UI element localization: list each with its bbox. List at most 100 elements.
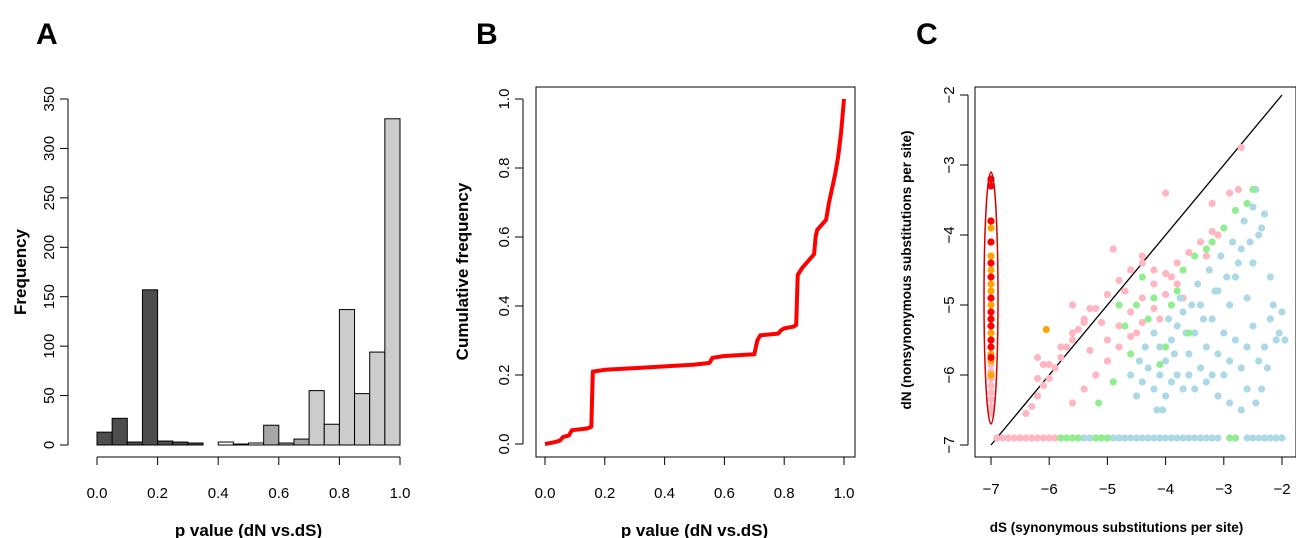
scatter-point (987, 343, 995, 351)
histogram-bar (248, 442, 265, 446)
scatter-point (1138, 318, 1146, 327)
scatter-point (1243, 199, 1251, 208)
histogram-bar (111, 417, 128, 446)
scatter-point (1243, 434, 1251, 442)
scatter-point (1159, 406, 1167, 414)
scatter-point (1243, 294, 1251, 302)
scatter-point (1211, 287, 1219, 295)
histogram-bar (96, 431, 113, 446)
scatter-point (1080, 385, 1088, 393)
scatter-point (1202, 245, 1210, 253)
scatter-point (1260, 210, 1269, 218)
scatter-point (987, 402, 995, 411)
scatter-point (1074, 434, 1082, 442)
scatter-point (1196, 238, 1205, 246)
scatter-point (1234, 185, 1242, 194)
scatter-point (1167, 336, 1176, 344)
x-tick-label: 0.0 (87, 485, 108, 502)
scatter-point (1208, 227, 1216, 236)
scatter-point (1022, 434, 1030, 442)
scatter-point (1138, 378, 1146, 386)
x-tick-label: 0.6 (714, 485, 735, 502)
scatter-point (1004, 434, 1013, 442)
scatter-point (1173, 371, 1181, 379)
histogram-bar (217, 441, 234, 446)
scatter-point (1057, 343, 1065, 351)
scatter-point (1132, 301, 1141, 309)
histogram-bar (157, 440, 174, 446)
scatter-point (1162, 189, 1170, 197)
scatter-point (1162, 290, 1170, 299)
scatter-point (987, 224, 995, 232)
scatter-point (987, 395, 995, 404)
scatter-point (987, 301, 995, 309)
scatter-point (1092, 434, 1100, 442)
scatter-point (987, 308, 995, 316)
scatter-point (1150, 434, 1158, 442)
scatter-point (1208, 315, 1216, 323)
histogram-bar (354, 393, 371, 446)
x-tick-label: −7 (982, 481, 999, 498)
scatter-point (1191, 385, 1199, 393)
x-tick-label: 0.2 (147, 485, 168, 502)
x-tick-label: −3 (1215, 481, 1232, 498)
scatter-point (1173, 287, 1181, 295)
scatter-point (1063, 434, 1071, 442)
y-tick-label: −7 (941, 436, 958, 453)
scatter-point (1214, 392, 1222, 400)
y-tick-label: −6 (941, 366, 958, 383)
scatter-point (1185, 434, 1193, 442)
histogram-bar (172, 441, 189, 446)
scatter-point (1144, 315, 1152, 323)
scatter-point (1202, 252, 1210, 260)
scatter-point (1272, 336, 1280, 344)
scatter-point (1127, 371, 1135, 379)
panel-letter: C (916, 18, 938, 51)
histogram-bar (187, 442, 204, 446)
scatter-point (1121, 434, 1129, 442)
scatter-point (1167, 378, 1176, 386)
scatter-point (987, 315, 995, 323)
scatter-point (1179, 308, 1187, 316)
scatter-point (1095, 399, 1103, 407)
scatter-point (1033, 434, 1042, 442)
scatter-point (1156, 315, 1164, 323)
scatter-point (987, 409, 995, 418)
scatter-point (1063, 343, 1071, 351)
scatter-point (1269, 301, 1277, 309)
scatter-point (1191, 329, 1199, 337)
scatter-point (1150, 385, 1158, 393)
scatter-point (987, 182, 995, 190)
scatter-point (1173, 434, 1181, 442)
scatter-point (1243, 343, 1251, 351)
scatter-point (1068, 434, 1077, 442)
scatter-point (1196, 364, 1205, 372)
scatter-point (1033, 392, 1042, 400)
scatter-point (1266, 434, 1274, 442)
y-axis-label: Frequency (11, 228, 30, 315)
scatter-point (1092, 304, 1100, 313)
y-tick-label: 0 (41, 441, 58, 449)
y-tick-label: 100 (41, 334, 58, 359)
scatter-point (1220, 224, 1228, 232)
scatter-point (1249, 322, 1257, 330)
y-tick-label: 350 (41, 86, 58, 111)
scatter-point (1028, 434, 1036, 442)
y-tick-label: 0.2 (496, 365, 513, 386)
histogram-bar (126, 441, 143, 446)
scatter-point (1205, 266, 1213, 274)
y-tick-label: 200 (41, 235, 58, 260)
scatter-point (1249, 259, 1257, 267)
scatter-point (1260, 434, 1269, 442)
histogram-bar (384, 118, 401, 446)
scatter-point (1051, 364, 1059, 372)
scatter-point (1144, 364, 1152, 372)
scatter-point (1167, 301, 1176, 309)
scatter-point (1115, 276, 1123, 285)
scatter-point (1132, 392, 1141, 400)
scatter-point (1162, 269, 1170, 278)
scatter-point (1162, 434, 1170, 442)
scatter-point (1196, 301, 1205, 309)
y-tick-label: 250 (41, 185, 58, 210)
panel-letter: A (36, 18, 58, 51)
